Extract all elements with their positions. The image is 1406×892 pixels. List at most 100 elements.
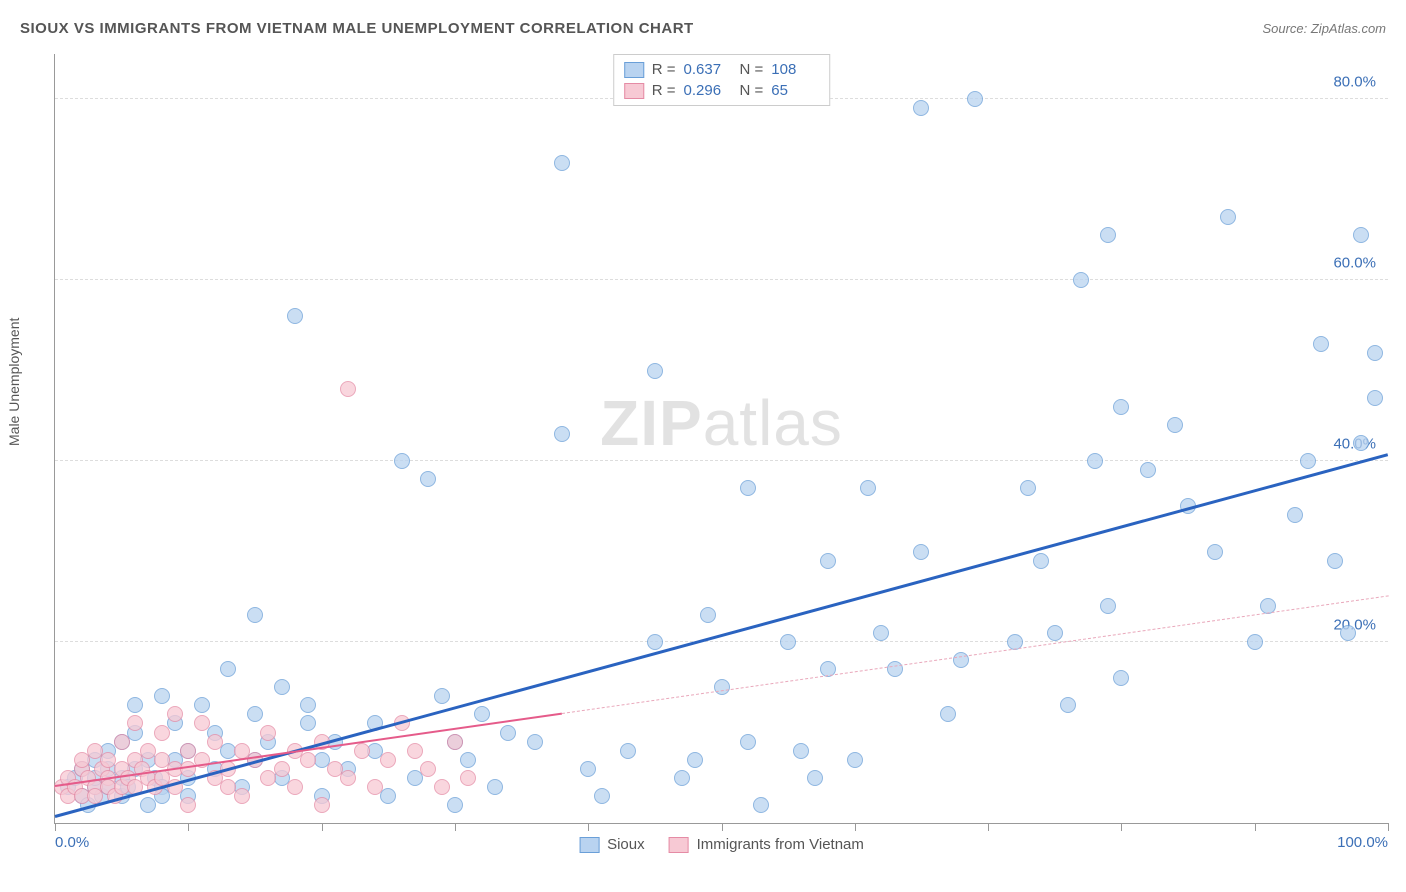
scatter-point [647, 634, 663, 650]
scatter-point [487, 779, 503, 795]
scatter-point [620, 743, 636, 759]
gridline [55, 641, 1388, 642]
legend-series: Sioux Immigrants from Vietnam [579, 836, 864, 853]
legend-row: R = 0.637 N = 108 [624, 59, 820, 80]
scatter-point [1047, 625, 1063, 641]
scatter-point [194, 697, 210, 713]
scatter-point [913, 100, 929, 116]
scatter-point [1060, 697, 1076, 713]
scatter-point [247, 607, 263, 623]
scatter-point [1287, 507, 1303, 523]
scatter-point [380, 788, 396, 804]
x-tick [55, 823, 56, 831]
n-label: N = [740, 61, 764, 78]
plot-area: ZIPatlas R = 0.637 N = 108 R = 0.296 N =… [54, 54, 1388, 824]
scatter-point [207, 734, 223, 750]
scatter-point [674, 770, 690, 786]
x-tick [188, 823, 189, 831]
scatter-point [1020, 480, 1036, 496]
x-axis-max-label: 100.0% [1337, 834, 1388, 851]
scatter-point [447, 797, 463, 813]
scatter-point [114, 734, 130, 750]
swatch-icon [579, 837, 599, 853]
scatter-point [460, 770, 476, 786]
gridline [55, 279, 1388, 280]
scatter-point [1073, 272, 1089, 288]
legend-item: Immigrants from Vietnam [669, 836, 864, 853]
scatter-point [1033, 553, 1049, 569]
scatter-point [1247, 634, 1263, 650]
x-tick [588, 823, 589, 831]
scatter-point [1340, 625, 1356, 641]
legend-item: Sioux [579, 836, 645, 853]
scatter-point [554, 155, 570, 171]
scatter-point [394, 453, 410, 469]
scatter-point [420, 761, 436, 777]
scatter-point [220, 661, 236, 677]
scatter-point [1167, 417, 1183, 433]
scatter-point [274, 761, 290, 777]
scatter-point [287, 779, 303, 795]
scatter-point [1367, 390, 1383, 406]
swatch-icon [624, 62, 644, 78]
trend-line [55, 454, 1389, 819]
chart-title: SIOUX VS IMMIGRANTS FROM VIETNAM MALE UN… [20, 20, 694, 37]
legend-row: R = 0.296 N = 65 [624, 80, 820, 101]
scatter-point [594, 788, 610, 804]
x-tick [1121, 823, 1122, 831]
scatter-point [714, 679, 730, 695]
scatter-point [367, 779, 383, 795]
scatter-point [820, 553, 836, 569]
scatter-point [180, 797, 196, 813]
source-credit: Source: ZipAtlas.com [1262, 21, 1386, 36]
swatch-icon [624, 83, 644, 99]
scatter-point [580, 761, 596, 777]
scatter-point [300, 697, 316, 713]
scatter-point [860, 480, 876, 496]
n-value: 65 [771, 82, 819, 99]
scatter-point [700, 607, 716, 623]
r-label: R = [652, 61, 676, 78]
x-tick [455, 823, 456, 831]
scatter-point [847, 752, 863, 768]
scatter-point [407, 743, 423, 759]
y-tick-label: 60.0% [1333, 255, 1376, 272]
scatter-point [1327, 553, 1343, 569]
scatter-point [1100, 227, 1116, 243]
scatter-point [1353, 435, 1369, 451]
scatter-point [474, 706, 490, 722]
scatter-point [354, 743, 370, 759]
x-tick [322, 823, 323, 831]
scatter-point [127, 697, 143, 713]
scatter-point [274, 679, 290, 695]
r-value: 0.637 [684, 61, 732, 78]
legend-label: Immigrants from Vietnam [697, 836, 864, 853]
scatter-point [1313, 336, 1329, 352]
n-value: 108 [771, 61, 819, 78]
watermark-suffix: atlas [703, 387, 843, 459]
scatter-point [780, 634, 796, 650]
scatter-point [1100, 598, 1116, 614]
scatter-point [167, 706, 183, 722]
scatter-point [340, 381, 356, 397]
scatter-point [314, 797, 330, 813]
scatter-point [740, 480, 756, 496]
scatter-point [1220, 209, 1236, 225]
scatter-point [740, 734, 756, 750]
scatter-point [247, 706, 263, 722]
scatter-point [154, 688, 170, 704]
scatter-point [967, 91, 983, 107]
x-tick [988, 823, 989, 831]
y-axis-label: Male Unemployment [6, 318, 22, 446]
x-tick [1255, 823, 1256, 831]
n-label: N = [740, 82, 764, 99]
scatter-point [753, 797, 769, 813]
scatter-point [434, 688, 450, 704]
scatter-point [1087, 453, 1103, 469]
scatter-point [793, 743, 809, 759]
x-tick [855, 823, 856, 831]
r-label: R = [652, 82, 676, 99]
scatter-point [647, 363, 663, 379]
scatter-point [420, 471, 436, 487]
swatch-icon [669, 837, 689, 853]
